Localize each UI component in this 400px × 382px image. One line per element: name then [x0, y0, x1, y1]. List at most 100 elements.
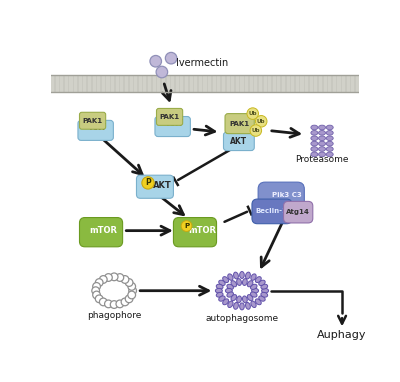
- Ellipse shape: [215, 288, 222, 293]
- Ellipse shape: [311, 125, 318, 130]
- Ellipse shape: [216, 292, 223, 297]
- Bar: [120, 75, 123, 92]
- Ellipse shape: [259, 280, 265, 285]
- Bar: [199, 75, 202, 92]
- Ellipse shape: [318, 152, 326, 157]
- Ellipse shape: [318, 136, 326, 141]
- Text: mTOR: mTOR: [189, 226, 217, 235]
- Ellipse shape: [318, 141, 326, 146]
- Bar: [291, 75, 294, 92]
- FancyBboxPatch shape: [225, 113, 254, 134]
- Ellipse shape: [326, 147, 333, 151]
- Ellipse shape: [226, 288, 232, 293]
- Bar: [70, 75, 72, 92]
- Circle shape: [95, 295, 103, 303]
- Ellipse shape: [311, 141, 318, 146]
- Text: Ub: Ub: [252, 128, 260, 133]
- Text: mTOR: mTOR: [89, 226, 117, 235]
- Bar: [287, 75, 290, 92]
- Circle shape: [121, 298, 129, 306]
- Bar: [250, 75, 253, 92]
- Text: PAK1: PAK1: [160, 114, 180, 120]
- Bar: [208, 75, 211, 92]
- Circle shape: [181, 221, 192, 231]
- Bar: [338, 75, 340, 92]
- Ellipse shape: [261, 292, 268, 297]
- Bar: [185, 75, 188, 92]
- Circle shape: [156, 66, 168, 78]
- FancyBboxPatch shape: [80, 112, 106, 129]
- Ellipse shape: [255, 299, 261, 305]
- Ellipse shape: [251, 301, 256, 308]
- Bar: [102, 75, 105, 92]
- Bar: [106, 75, 110, 92]
- Ellipse shape: [223, 299, 228, 305]
- Ellipse shape: [311, 136, 318, 141]
- Ellipse shape: [234, 303, 238, 309]
- Text: Auphagy: Auphagy: [317, 330, 367, 340]
- Circle shape: [104, 300, 112, 308]
- Ellipse shape: [247, 295, 253, 301]
- Ellipse shape: [318, 131, 326, 135]
- Circle shape: [116, 274, 124, 282]
- Ellipse shape: [326, 152, 333, 157]
- Ellipse shape: [251, 274, 256, 280]
- Bar: [157, 75, 160, 92]
- Text: AKT: AKT: [230, 137, 248, 146]
- Ellipse shape: [326, 141, 333, 146]
- FancyBboxPatch shape: [80, 218, 123, 247]
- Bar: [166, 75, 170, 92]
- Bar: [125, 75, 128, 92]
- Ellipse shape: [318, 125, 326, 130]
- Ellipse shape: [219, 296, 225, 301]
- Ellipse shape: [262, 288, 268, 293]
- Bar: [180, 75, 184, 92]
- Ellipse shape: [228, 274, 233, 280]
- Bar: [222, 75, 225, 92]
- Bar: [194, 75, 197, 92]
- Ellipse shape: [246, 272, 250, 279]
- Ellipse shape: [250, 292, 257, 297]
- FancyBboxPatch shape: [78, 120, 113, 141]
- Bar: [116, 75, 119, 92]
- Circle shape: [100, 276, 107, 283]
- Text: Beclin-1: Beclin-1: [255, 209, 287, 214]
- Bar: [60, 75, 63, 92]
- Ellipse shape: [237, 278, 242, 285]
- Ellipse shape: [216, 284, 223, 289]
- Circle shape: [100, 298, 107, 306]
- Circle shape: [129, 287, 136, 295]
- FancyBboxPatch shape: [258, 182, 304, 211]
- Circle shape: [110, 301, 118, 308]
- Circle shape: [95, 279, 103, 286]
- Ellipse shape: [311, 147, 318, 151]
- Bar: [240, 75, 244, 92]
- Circle shape: [93, 283, 100, 290]
- Bar: [310, 75, 313, 92]
- Bar: [226, 75, 230, 92]
- Bar: [51, 75, 359, 92]
- Bar: [83, 75, 86, 92]
- Bar: [213, 75, 216, 92]
- Circle shape: [165, 52, 177, 64]
- Ellipse shape: [252, 288, 258, 293]
- Circle shape: [256, 115, 267, 127]
- Bar: [296, 75, 299, 92]
- Circle shape: [125, 295, 133, 303]
- Bar: [356, 75, 359, 92]
- Bar: [171, 75, 174, 92]
- Bar: [162, 75, 165, 92]
- Ellipse shape: [231, 295, 237, 301]
- Text: PAK1: PAK1: [82, 118, 103, 124]
- Ellipse shape: [311, 131, 318, 135]
- Bar: [144, 75, 146, 92]
- Ellipse shape: [242, 278, 247, 285]
- Bar: [190, 75, 193, 92]
- Bar: [305, 75, 308, 92]
- FancyBboxPatch shape: [156, 108, 183, 125]
- Bar: [314, 75, 318, 92]
- Ellipse shape: [247, 281, 253, 287]
- Bar: [282, 75, 285, 92]
- Text: autophagosome: autophagosome: [205, 314, 278, 323]
- Bar: [319, 75, 322, 92]
